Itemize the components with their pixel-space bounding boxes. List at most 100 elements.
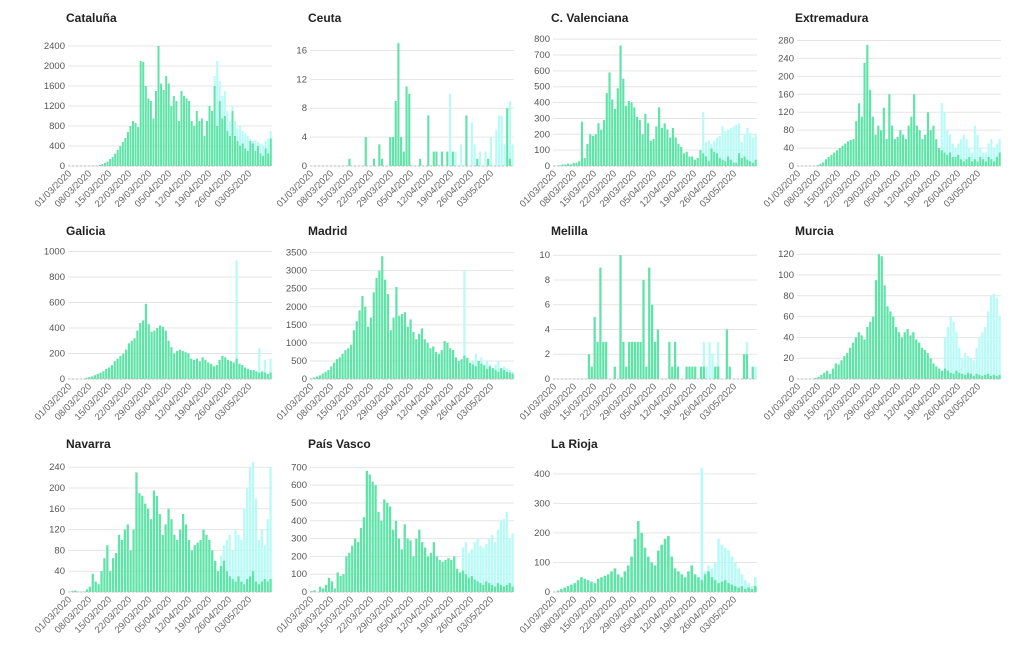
bar	[318, 375, 322, 379]
bar-secondary	[995, 143, 998, 166]
bar-secondary	[711, 354, 714, 379]
bar	[717, 366, 720, 379]
bar	[657, 550, 660, 592]
y-tick-label: 10	[539, 250, 550, 261]
bar	[866, 327, 869, 379]
bar-secondary	[729, 127, 732, 166]
bar	[440, 350, 443, 379]
bar	[573, 583, 577, 592]
bar	[215, 364, 218, 379]
bar	[576, 580, 580, 592]
bar	[978, 374, 981, 379]
bar	[633, 341, 637, 379]
bar	[447, 558, 450, 592]
bar	[321, 588, 325, 592]
bar	[620, 577, 623, 592]
bar	[926, 353, 929, 379]
bar	[123, 529, 126, 592]
bar	[412, 332, 415, 379]
bar-secondary	[704, 142, 708, 166]
bar-secondary	[249, 467, 252, 592]
y-tick-label: 400	[49, 323, 65, 334]
bar	[185, 98, 188, 166]
bar	[378, 270, 381, 379]
bar	[347, 348, 350, 379]
bar-secondary	[973, 125, 976, 166]
bar	[208, 106, 211, 166]
bar-secondary	[266, 519, 269, 592]
bar	[946, 154, 949, 166]
bar	[497, 371, 500, 379]
chart-svg: 048121601/03/202008/03/202015/03/202022/…	[275, 43, 514, 210]
y-tick-label: 20	[783, 353, 794, 364]
bar	[476, 581, 479, 592]
bar-secondary	[754, 134, 757, 166]
bar-secondary	[717, 341, 720, 379]
bar	[147, 98, 150, 166]
bar	[633, 107, 636, 166]
bar	[167, 508, 170, 592]
bar	[222, 560, 226, 592]
bar	[485, 368, 489, 379]
bar	[874, 134, 877, 166]
bar	[720, 581, 724, 592]
chart-title: Melilla	[551, 224, 588, 238]
bar	[164, 330, 167, 379]
bar-secondary	[251, 462, 255, 592]
bar	[830, 154, 833, 166]
bar	[229, 361, 233, 379]
bar	[457, 360, 460, 379]
bar	[508, 158, 511, 166]
bar	[368, 474, 371, 592]
bar	[232, 362, 235, 379]
bar	[88, 377, 91, 379]
bar	[891, 125, 894, 166]
chart-title: Extremadura	[795, 11, 869, 25]
bar	[871, 116, 874, 166]
bar-secondary	[989, 295, 993, 379]
bar	[625, 366, 628, 379]
bar-secondary	[955, 332, 958, 379]
bar	[435, 151, 438, 166]
bar	[173, 353, 176, 379]
bar	[638, 120, 641, 166]
bar	[403, 524, 406, 592]
bar-secondary	[463, 270, 466, 379]
bar	[877, 254, 881, 379]
bar-secondary	[738, 123, 741, 166]
bar	[561, 164, 564, 166]
bar	[458, 572, 462, 592]
bar	[415, 339, 418, 379]
bar	[446, 151, 449, 166]
bar	[732, 162, 735, 166]
bar-secondary	[962, 134, 965, 166]
bar	[349, 344, 353, 379]
bar-secondary	[269, 358, 272, 379]
bar	[954, 157, 957, 166]
bar	[208, 540, 211, 592]
bar	[578, 161, 581, 166]
bar	[246, 579, 249, 592]
bar	[671, 366, 674, 379]
bar	[365, 470, 368, 592]
bar	[575, 162, 578, 166]
bar	[167, 83, 170, 166]
bar-secondary	[254, 498, 258, 592]
bar	[170, 347, 173, 379]
bar	[372, 158, 375, 166]
bar	[995, 157, 998, 166]
bar	[912, 332, 915, 379]
bar-secondary	[943, 112, 946, 166]
bar	[558, 165, 561, 166]
y-tick-label: 240	[49, 462, 65, 473]
bar	[857, 103, 861, 166]
bar	[205, 534, 208, 592]
bar	[652, 139, 655, 166]
bar-secondary	[700, 467, 704, 592]
bar	[94, 581, 97, 592]
bar	[259, 153, 262, 166]
bar	[327, 577, 331, 592]
bar	[441, 561, 444, 592]
bar	[702, 366, 705, 379]
bar-secondary	[737, 568, 740, 592]
